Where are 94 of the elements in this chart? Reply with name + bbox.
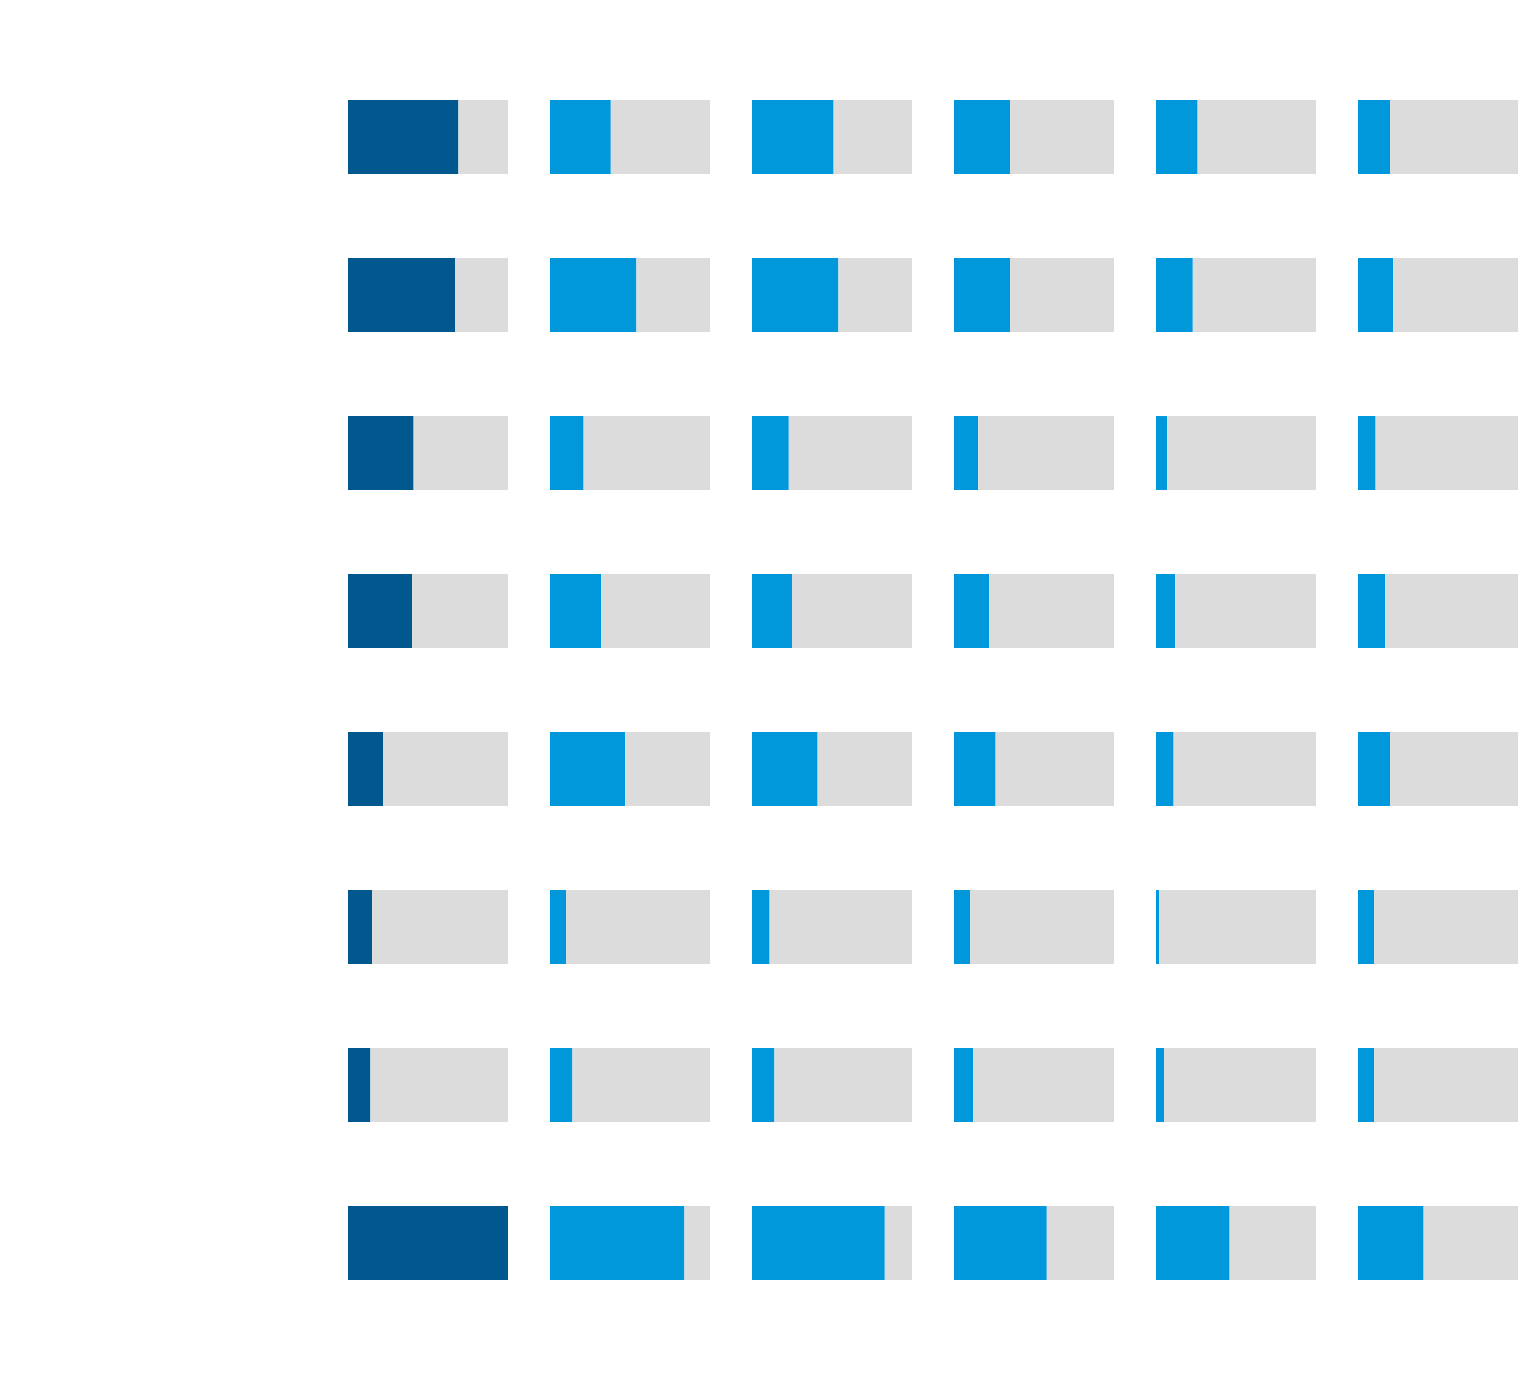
bar (1358, 416, 1376, 490)
bar (752, 416, 789, 490)
bar (954, 100, 1010, 174)
bar (684, 1206, 710, 1280)
bar (1374, 890, 1518, 964)
bar (752, 258, 839, 332)
bar (792, 574, 912, 648)
bar (752, 574, 792, 648)
bar (978, 416, 1114, 490)
bar (970, 890, 1114, 964)
bar (1156, 1206, 1230, 1280)
bar (458, 100, 508, 174)
bar (1192, 258, 1316, 332)
bar (566, 890, 710, 964)
bar (1358, 890, 1374, 964)
bar (550, 574, 602, 648)
bar (1358, 574, 1386, 648)
bar (1374, 1048, 1518, 1122)
bar (1164, 1048, 1316, 1122)
bar (1390, 732, 1518, 806)
bar (1358, 100, 1390, 174)
bar (348, 1048, 371, 1122)
bar (774, 1048, 912, 1122)
bar (817, 732, 912, 806)
bar (348, 732, 384, 806)
bar (1159, 890, 1316, 964)
bar (1229, 1206, 1316, 1280)
bar (954, 732, 996, 806)
bar (383, 732, 508, 806)
bar (752, 732, 818, 806)
bar (370, 1048, 508, 1122)
bar (833, 100, 912, 174)
bar (550, 732, 626, 806)
bar (1010, 100, 1114, 174)
bar (995, 732, 1114, 806)
bar (954, 1048, 974, 1122)
bar (550, 1206, 685, 1280)
bar (1173, 732, 1316, 806)
bar (954, 1206, 1047, 1280)
bar (636, 258, 710, 332)
bar (550, 890, 566, 964)
bar (973, 1048, 1114, 1122)
bar (838, 258, 912, 332)
bar (348, 890, 372, 964)
bar (954, 574, 990, 648)
bar (572, 1048, 710, 1122)
bar (372, 890, 508, 964)
bar (601, 574, 710, 648)
bar (348, 574, 412, 648)
bar (752, 100, 834, 174)
bar (1423, 1206, 1518, 1280)
bar (1156, 416, 1168, 490)
bar (1175, 574, 1316, 648)
bar (550, 100, 611, 174)
bar (1167, 416, 1316, 490)
bar (954, 890, 970, 964)
bar (348, 258, 456, 332)
bar (1046, 1206, 1114, 1280)
bar (1393, 258, 1518, 332)
bar (752, 890, 770, 964)
bar (412, 574, 508, 648)
bar (1358, 1048, 1374, 1122)
bar (1156, 732, 1174, 806)
bar (1156, 1048, 1164, 1122)
bar (1156, 574, 1176, 648)
bar (1375, 416, 1518, 490)
bar (348, 100, 459, 174)
bar (550, 258, 637, 332)
bar (348, 416, 414, 490)
bar (1358, 732, 1390, 806)
bar (954, 258, 1010, 332)
bar (625, 732, 710, 806)
bar (1385, 574, 1518, 648)
bar (1156, 100, 1198, 174)
bar (989, 574, 1114, 648)
bar (1197, 100, 1316, 174)
bar (1390, 100, 1518, 174)
bar (788, 416, 912, 490)
bar (1358, 1206, 1424, 1280)
bar (550, 1048, 573, 1122)
bar (348, 1206, 508, 1280)
bar (954, 416, 978, 490)
bar (413, 416, 508, 490)
bar (752, 1206, 885, 1280)
bar (1010, 258, 1114, 332)
bar (769, 890, 912, 964)
bar (455, 258, 508, 332)
bar (752, 1048, 775, 1122)
bar (1156, 258, 1193, 332)
bar (550, 416, 584, 490)
bar (583, 416, 710, 490)
bar (1358, 258, 1394, 332)
bar (610, 100, 710, 174)
bar (884, 1206, 912, 1280)
